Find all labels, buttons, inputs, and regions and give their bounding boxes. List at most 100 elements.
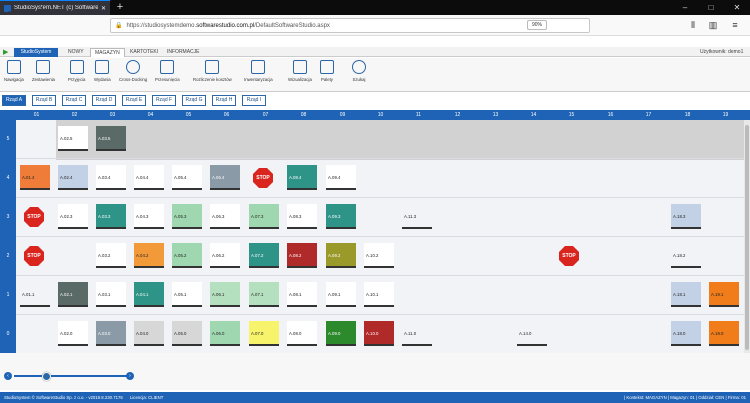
location-cell[interactable]: A.14.0 bbox=[517, 321, 547, 346]
location-cell[interactable]: A.04.3 bbox=[134, 204, 164, 229]
location-cell[interactable]: A.02.1 bbox=[58, 282, 88, 307]
tab-nowy[interactable]: NOWY bbox=[68, 49, 84, 55]
row-tab-f[interactable]: Rząd F bbox=[152, 95, 176, 106]
location-cell[interactable]: A.03.2 bbox=[96, 243, 126, 268]
stop-icon[interactable]: STOP bbox=[559, 246, 579, 266]
tab-informacje[interactable]: INFORMACJE bbox=[167, 49, 200, 55]
location-cell[interactable]: A.05.4 bbox=[172, 165, 202, 190]
location-cell[interactable]: A.09.4 bbox=[326, 165, 356, 190]
location-cell[interactable]: A.08.4 bbox=[287, 165, 317, 190]
location-cell[interactable]: A.08.2 bbox=[287, 243, 317, 268]
location-cell[interactable]: A.07.0 bbox=[249, 321, 279, 346]
szukaj-button[interactable]: Szukaj bbox=[352, 60, 366, 88]
location-cell[interactable]: A.06.3 bbox=[210, 204, 240, 229]
palety-button[interactable]: Palety bbox=[320, 60, 334, 88]
location-cell[interactable]: A.10.0 bbox=[364, 321, 394, 346]
location-cell[interactable]: A.03.0 bbox=[96, 321, 126, 346]
tab-kartoteki[interactable]: KARTOTEKI bbox=[130, 49, 159, 55]
location-cell[interactable]: A.05.3 bbox=[172, 204, 202, 229]
tab-magazyn[interactable]: MAGAZYN bbox=[90, 48, 125, 57]
location-cell[interactable]: A.03.1 bbox=[96, 282, 126, 307]
location-cell[interactable]: A.10.1 bbox=[364, 282, 394, 307]
play-icon[interactable]: ▶ bbox=[3, 49, 9, 56]
location-cell[interactable]: A.05.1 bbox=[172, 282, 202, 307]
location-cell[interactable]: A.11.3 bbox=[402, 204, 432, 229]
wydania-button[interactable]: Wydania bbox=[94, 60, 111, 88]
location-cell[interactable]: A.02.4 bbox=[58, 165, 88, 190]
row-tab-h[interactable]: Rząd H bbox=[212, 95, 236, 106]
stop-icon[interactable]: STOP bbox=[24, 246, 44, 266]
location-cell[interactable]: A.06.1 bbox=[210, 282, 240, 307]
row-tab-e[interactable]: Rząd E bbox=[122, 95, 146, 106]
row-tab-i[interactable]: Rząd I bbox=[242, 95, 266, 106]
location-cell[interactable]: A.19.0 bbox=[709, 321, 739, 346]
location-cell[interactable]: A.07.3 bbox=[249, 204, 279, 229]
row-tab-d[interactable]: Rząd D bbox=[92, 95, 116, 106]
maximize-button[interactable]: □ bbox=[708, 3, 714, 12]
location-cell[interactable]: A.18.3 bbox=[671, 204, 701, 229]
slider-track[interactable] bbox=[14, 375, 130, 377]
location-cell[interactable]: A.04.4 bbox=[134, 165, 164, 190]
location-cell[interactable]: A.18.2 bbox=[671, 243, 701, 268]
location-cell[interactable]: A.19.1 bbox=[709, 282, 739, 307]
location-cell[interactable]: A.03.5 bbox=[96, 126, 126, 151]
location-cell[interactable]: A.11.0 bbox=[402, 321, 432, 346]
minimize-button[interactable]: – bbox=[682, 3, 688, 12]
location-cell[interactable]: A.03.3 bbox=[96, 204, 126, 229]
vertical-scroll-thumb[interactable] bbox=[745, 125, 749, 350]
back-icon[interactable]: ← bbox=[6, 5, 16, 15]
location-cell[interactable]: A.01.1 bbox=[20, 282, 50, 307]
location-cell[interactable]: A.04.0 bbox=[134, 321, 164, 346]
nawigacja-button[interactable]: Nawigacja bbox=[4, 60, 24, 88]
location-cell[interactable]: A.08.3 bbox=[287, 204, 317, 229]
location-cell[interactable]: A.07.1 bbox=[249, 282, 279, 307]
stop-icon[interactable]: STOP bbox=[24, 207, 44, 227]
location-cell[interactable]: A.09.1 bbox=[326, 282, 356, 307]
location-cell[interactable]: A.10.2 bbox=[364, 243, 394, 268]
app-logo[interactable]: StudioSystem bbox=[14, 48, 58, 57]
close-tab-icon[interactable]: ✕ bbox=[100, 5, 106, 12]
home-icon[interactable]: ⌂ bbox=[56, 5, 62, 15]
location-cell[interactable]: A.08.1 bbox=[287, 282, 317, 307]
przesuniecia-button[interactable]: Przesunięcia bbox=[155, 60, 180, 88]
scroll-right-button[interactable]: › bbox=[126, 372, 134, 380]
browser-tab[interactable]: StudioSystem.NET (c) Software ✕ bbox=[0, 0, 110, 15]
location-cell[interactable]: A.06.4 bbox=[210, 165, 240, 190]
przyjecia-button[interactable]: Przyjęcia bbox=[68, 60, 85, 88]
reload-icon[interactable]: ↻ bbox=[39, 5, 47, 15]
location-cell[interactable]: A.02.5 bbox=[58, 126, 88, 151]
location-cell[interactable]: A.03.4 bbox=[96, 165, 126, 190]
location-cell[interactable]: A.04.2 bbox=[134, 243, 164, 268]
wizualizacja-button[interactable]: Wizualizacja bbox=[288, 60, 312, 88]
row-tab-c[interactable]: Rząd C bbox=[62, 95, 86, 106]
location-cell[interactable]: A.09.0 bbox=[326, 321, 356, 346]
location-cell[interactable]: A.06.2 bbox=[210, 243, 240, 268]
menu-icon[interactable]: ≡ bbox=[732, 20, 738, 30]
zoom-level[interactable]: 90% bbox=[527, 20, 547, 30]
close-window-button[interactable]: ✕ bbox=[733, 3, 741, 12]
rozliczenie-kosztow-button[interactable]: Rozliczenie kosztów bbox=[193, 60, 232, 88]
location-cell[interactable]: A.07.2 bbox=[249, 243, 279, 268]
forward-icon[interactable]: → bbox=[22, 5, 32, 15]
location-cell[interactable]: A.02.0 bbox=[58, 321, 88, 346]
row-tab-g[interactable]: Rząd G bbox=[182, 95, 206, 106]
address-bar[interactable]: 🔒 https://studiosystemdemo.softwarestudi… bbox=[110, 18, 590, 33]
sidebar-icon[interactable]: ▥ bbox=[708, 20, 718, 30]
location-cell[interactable]: A.09.2 bbox=[326, 243, 356, 268]
scroll-left-button[interactable]: ‹ bbox=[4, 372, 12, 380]
zestawienia-button[interactable]: Zestawienia bbox=[32, 60, 55, 88]
inwentaryzacja-button[interactable]: Inwentaryzacja bbox=[244, 60, 273, 88]
row-tab-a[interactable]: Rząd A bbox=[2, 95, 26, 106]
location-cell[interactable]: A.04.1 bbox=[134, 282, 164, 307]
row-tab-b[interactable]: Rząd B bbox=[32, 95, 56, 106]
location-cell[interactable]: A.05.2 bbox=[172, 243, 202, 268]
library-icon[interactable]: ⫴ bbox=[691, 20, 695, 30]
location-cell[interactable]: A.05.0 bbox=[172, 321, 202, 346]
cross-docking-button[interactable]: Cross-Docking bbox=[119, 60, 147, 88]
location-cell[interactable]: A.06.0 bbox=[210, 321, 240, 346]
location-cell[interactable]: A.02.3 bbox=[58, 204, 88, 229]
stop-icon[interactable]: STOP bbox=[253, 168, 273, 188]
location-cell[interactable]: A.18.0 bbox=[671, 321, 701, 346]
new-tab-button[interactable]: + bbox=[116, 1, 124, 13]
slider-knob[interactable] bbox=[42, 372, 51, 381]
